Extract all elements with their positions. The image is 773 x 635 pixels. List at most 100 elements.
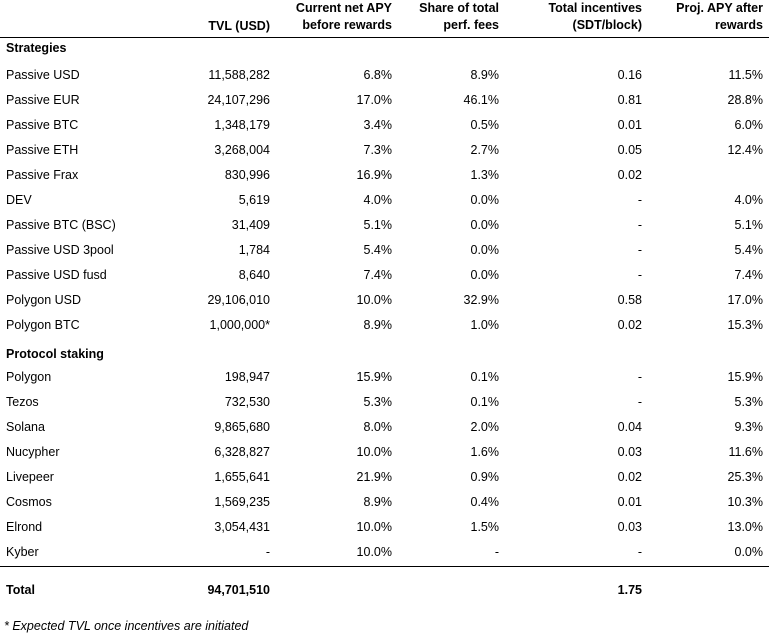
row-proj-apy: 12.4% [727,143,763,157]
header-incentives-line2: (SDT/block) [572,18,642,32]
row-proj-apy: 11.5% [728,68,763,82]
row-tvl: 8,640 [238,268,270,282]
row-tvl: 9,865,680 [214,420,270,434]
row-name: Polygon BTC [6,318,80,332]
row-tvl: 29,106,010 [207,293,270,307]
header-incentives-line1: Total incentives [548,1,642,15]
row-share-perf-fees: 0.5% [470,118,500,132]
row-share-perf-fees: 0.0% [470,218,500,232]
row-tvl: 1,655,641 [214,470,270,484]
table-row: Tezos 732,530 5.3% 0.1% - 5.3% [0,395,773,415]
row-proj-apy: 5.1% [734,218,764,232]
table-row: Passive USD 11,588,282 6.8% 8.9% 0.16 11.5% [0,68,773,88]
row-proj-apy: 28.8% [727,93,763,107]
table-row: Passive USD 3pool 1,784 5.4% 0.0% - 5.4% [0,243,773,263]
section-title-protocol-staking: Protocol staking [6,347,104,361]
row-tvl: 830,996 [224,168,270,182]
row-name: Passive USD fusd [6,268,107,282]
row-tvl: 6,328,827 [214,445,270,459]
row-current-apy: 8.9% [363,495,393,509]
section-title-strategies: Strategies [6,41,67,55]
row-share-perf-fees: 1.3% [470,168,500,182]
row-current-apy: 7.4% [363,268,393,282]
total-incentives: 1.75 [617,583,642,597]
header-total-incentives: Total incentives (SDT/block) [548,0,642,34]
row-tvl: 1,569,235 [214,495,270,509]
table-row: Polygon USD 29,106,010 10.0% 32.9% 0.58 17.0% [0,293,773,313]
row-total-incentives: 0.02 [617,168,642,182]
table-row: Passive USD fusd 8,640 7.4% 0.0% - 7.4% [0,268,773,288]
row-proj-apy: 17.0% [727,293,763,307]
row-tvl: 3,268,004 [214,143,270,157]
header-share-perf-fees: Share of total perf. fees [419,0,499,34]
header-current-apy-line2: before rewards [302,18,392,32]
row-proj-apy: 5.3% [734,395,764,409]
table-row: Elrond 3,054,431 10.0% 1.5% 0.03 13.0% [0,520,773,540]
table-row: Passive BTC (BSC) 31,409 5.1% 0.0% - 5.1% [0,218,773,238]
table-row: Passive BTC 1,348,179 3.4% 0.5% 0.01 6.0% [0,118,773,138]
footnote: * Expected TVL once incentives are initi… [4,619,249,633]
row-tvl: 1,348,179 [214,118,270,132]
row-share-perf-fees: 1.5% [470,520,500,534]
row-proj-apy: 13.0% [727,520,763,534]
row-proj-apy: 9.3% [734,420,764,434]
row-share-perf-fees: 0.1% [470,395,500,409]
row-share-perf-fees: 46.1% [463,93,499,107]
row-proj-apy: 4.0% [734,193,764,207]
row-share-perf-fees: 1.6% [470,445,500,459]
header-proj-line2: rewards [715,18,763,32]
row-current-apy: 10.0% [356,520,392,534]
row-total-incentives: 0.58 [617,293,642,307]
header-tvl: TVL (USD) [208,19,270,33]
row-tvl: 31,409 [231,218,270,232]
row-proj-apy: 10.3% [727,495,763,509]
row-tvl: 1,784 [238,243,270,257]
row-name: Passive Frax [6,168,79,182]
header-divider [0,37,769,38]
row-name: Nucypher [6,445,60,459]
row-share-perf-fees: 0.1% [470,370,500,384]
row-share-perf-fees: 0.0% [470,193,500,207]
row-current-apy: 8.9% [363,318,393,332]
row-share-perf-fees: - [494,545,499,559]
row-tvl: 732,530 [224,395,270,409]
row-total-incentives: 0.16 [617,68,642,82]
row-current-apy: 16.9% [356,168,392,182]
row-name: Livepeer [6,470,54,484]
row-proj-apy: 11.6% [728,445,763,459]
row-total-incentives: - [637,218,642,232]
row-share-perf-fees: 0.0% [470,268,500,282]
table-row: Solana 9,865,680 8.0% 2.0% 0.04 9.3% [0,420,773,440]
row-current-apy: 5.4% [363,243,393,257]
header-proj-apy: Proj. APY after rewards [676,0,763,34]
row-name: Tezos [6,395,39,409]
row-current-apy: 5.1% [363,218,393,232]
row-share-perf-fees: 2.0% [470,420,500,434]
row-total-incentives: 0.04 [617,420,642,434]
row-total-incentives: 0.03 [617,445,642,459]
row-name: Solana [6,420,45,434]
row-name: Passive BTC (BSC) [6,218,116,232]
table-row: Nucypher 6,328,827 10.0% 1.6% 0.03 11.6% [0,445,773,465]
row-current-apy: 21.9% [356,470,392,484]
table-row: Passive Frax 830,996 16.9% 1.3% 0.02 [0,168,773,188]
row-name: Passive EUR [6,93,80,107]
row-current-apy: 10.0% [356,293,392,307]
row-tvl: 1,000,000* [209,318,270,332]
row-proj-apy: 15.9% [727,370,763,384]
row-total-incentives: 0.02 [617,318,642,332]
row-total-incentives: - [637,545,642,559]
row-name: Polygon [6,370,52,384]
row-total-incentives: 0.01 [617,495,642,509]
total-label: Total [6,583,35,597]
row-proj-apy: 7.4% [734,268,764,282]
row-tvl: - [265,545,270,559]
row-name: Passive USD [6,68,80,82]
row-total-incentives: 0.05 [617,143,642,157]
row-name: Passive USD 3pool [6,243,114,257]
row-name: Polygon USD [6,293,82,307]
row-tvl: 3,054,431 [214,520,270,534]
row-current-apy: 10.0% [356,545,392,559]
row-proj-apy: 5.4% [734,243,764,257]
table-row: Cosmos 1,569,235 8.9% 0.4% 0.01 10.3% [0,495,773,515]
